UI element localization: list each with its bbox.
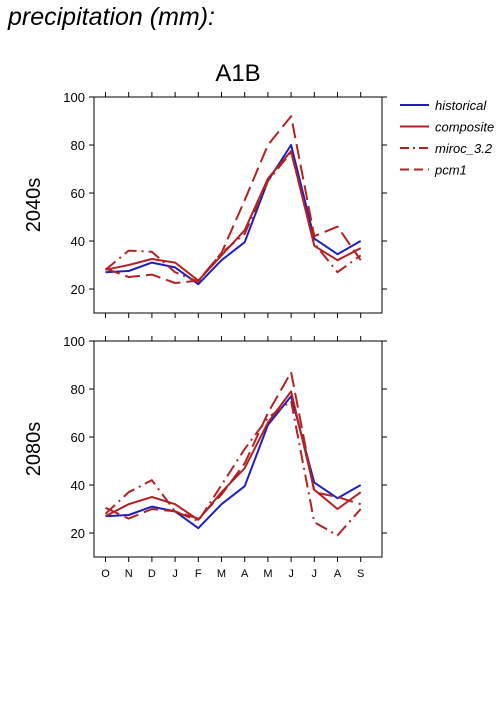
y-tick-label: 20 — [71, 526, 85, 541]
plot-frame-2080s — [93, 340, 383, 558]
y-tick-label: 80 — [71, 382, 85, 397]
series-lines-2080s — [104, 371, 362, 537]
series-line-composite — [105, 390, 362, 521]
x-tick-label: J — [172, 568, 178, 580]
x-tick-label: M — [263, 568, 272, 580]
y-tick-label: 40 — [71, 478, 85, 493]
x-tick-label: O — [101, 568, 110, 580]
x-tick-label: J — [312, 568, 318, 580]
axis-ticks-2080s: 20 40 60 80 100 O N D J F M A M J J A S — [63, 334, 387, 580]
legend-label: composite — [435, 120, 494, 135]
row-label-2040s: 2040s — [23, 178, 45, 233]
series-line-composite — [105, 150, 362, 282]
series-lines-2040s — [104, 115, 362, 286]
x-tick-label: J — [288, 568, 294, 580]
axis-ticks-2040s: 20 40 60 80 100 — [63, 90, 387, 318]
x-tick-label: F — [195, 568, 202, 580]
scenario-title: A1B — [215, 60, 260, 87]
panel-2080s: 2080s 20 40 60 80 100 O N D J F M A M J J A S — [23, 334, 387, 580]
legend-label: historical — [435, 98, 487, 113]
x-tick-label: S — [357, 568, 364, 580]
row-label-2080s: 2080s — [23, 422, 45, 477]
x-tick-label: A — [334, 568, 342, 580]
page-heading: precipitation (mm): — [8, 3, 215, 31]
series-line-miroc-3-2 — [104, 151, 362, 283]
legend: historical composite miroc_3.2 pcm1 — [400, 98, 494, 178]
x-tick-label: D — [148, 568, 156, 580]
y-tick-label: 80 — [71, 138, 85, 153]
y-tick-label: 60 — [71, 430, 85, 445]
series-line-pcm1 — [105, 115, 362, 284]
series-line-miroc-3-2 — [104, 400, 362, 537]
panel-2040s: 2040s 20 40 60 80 100 — [23, 90, 387, 318]
series-line-pcm1 — [105, 371, 361, 520]
x-tick-label: A — [241, 568, 249, 580]
x-tick-label: N — [125, 568, 133, 580]
legend-label: pcm1 — [434, 163, 467, 178]
y-tick-label: 100 — [63, 90, 85, 105]
y-tick-label: 40 — [71, 234, 85, 249]
series-line-historical — [105, 395, 362, 530]
legend-label: miroc_3.2 — [435, 141, 493, 156]
y-tick-label: 20 — [71, 282, 85, 297]
series-line-historical — [105, 144, 362, 286]
y-tick-label: 100 — [63, 334, 85, 349]
y-tick-label: 60 — [71, 186, 85, 201]
plot-frame-2040s — [93, 96, 383, 314]
x-tick-label: M — [217, 568, 226, 580]
